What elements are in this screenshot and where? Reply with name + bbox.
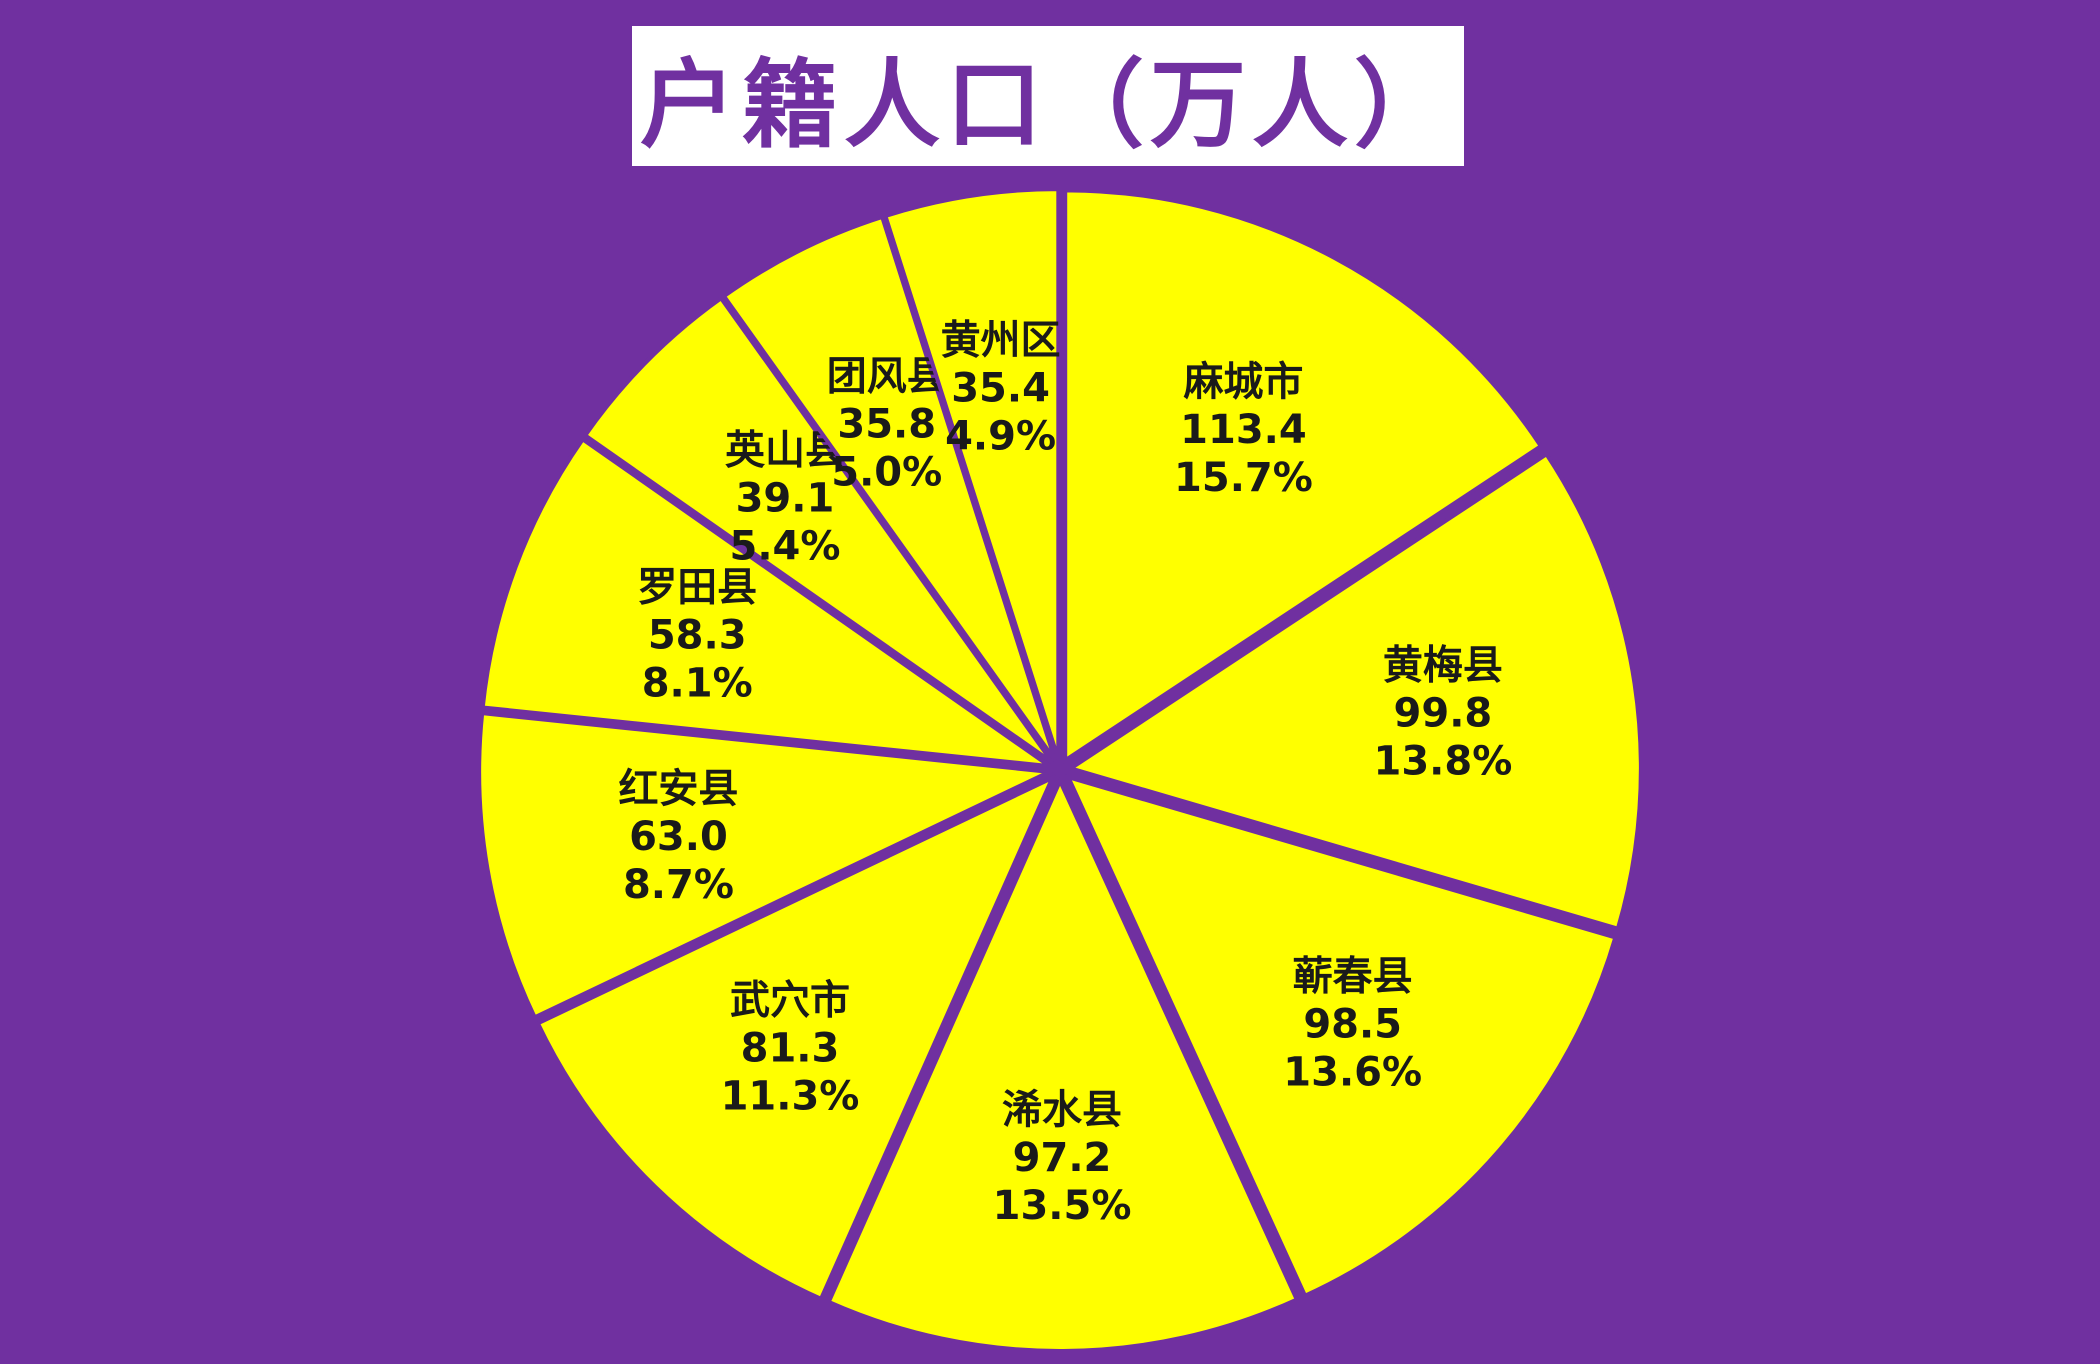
slice-value: 63.0: [629, 814, 728, 860]
slice-value: 97.2: [1013, 1135, 1112, 1181]
pie-slice-8: [582, 295, 1054, 764]
slice-label-5: 武穴市 81.3 11.3%: [721, 978, 860, 1120]
slice-percent: 5.0%: [831, 450, 942, 496]
pie-slice-7: [480, 436, 1058, 769]
slice-percent: 8.1%: [642, 661, 753, 707]
slice-label-6: 红安县 63.0 8.7%: [618, 766, 738, 908]
slice-value: 39.1: [736, 475, 835, 521]
slice-label-7: 罗田县 58.3 8.1%: [637, 565, 757, 707]
slice-label-8: 英山县 39.1 5.4%: [725, 427, 845, 569]
slice-value: 35.4: [951, 365, 1050, 411]
slice-percent: 11.3%: [721, 1074, 860, 1120]
slice-name: 罗田县: [637, 565, 757, 611]
slice-name: 麻城市: [1183, 359, 1303, 405]
slice-value: 99.8: [1394, 690, 1493, 736]
slice-name: 浠水县: [1002, 1087, 1122, 1133]
pie-slice-3: [1064, 774, 1618, 1299]
title-box: 户籍人口（万人）: [632, 26, 1464, 166]
slice-percent: 8.7%: [623, 862, 734, 908]
pie-slice-1: [1063, 188, 1544, 765]
slice-name: 黄梅县: [1383, 642, 1503, 688]
slice-label-3: 蕲春县 98.5 13.6%: [1283, 954, 1422, 1096]
pie-slice-4: [826, 776, 1300, 1353]
slice-percent: 4.9%: [945, 413, 1056, 459]
pie-slice-6: [477, 710, 1057, 1021]
slice-label-4: 浠水县 97.2 13.5%: [993, 1087, 1132, 1229]
slice-value: 35.8: [837, 402, 936, 448]
pie-slice-2: [1066, 451, 1643, 932]
slice-name: 黄州区: [941, 317, 1061, 363]
slice-percent: 13.5%: [993, 1183, 1132, 1229]
slice-value: 58.3: [648, 613, 747, 659]
slice-label-10: 黄州区 35.4 4.9%: [941, 317, 1061, 459]
slice-name: 红安县: [618, 766, 738, 812]
pie-slice-9: [721, 214, 1057, 762]
slice-percent: 13.6%: [1283, 1050, 1422, 1096]
slice-value: 113.4: [1180, 407, 1307, 453]
slice-name: 团风县: [827, 354, 947, 400]
slice-label-2: 黄梅县 99.8 13.8%: [1374, 642, 1513, 784]
slice-value: 81.3: [741, 1026, 840, 1072]
slice-value: 98.5: [1303, 1002, 1402, 1048]
slice-percent: 5.4%: [729, 523, 840, 569]
slice-label-1: 麻城市 113.4 15.7%: [1174, 359, 1313, 501]
slice-name: 蕲春县: [1293, 954, 1413, 1000]
pie-slice-10: [882, 187, 1061, 760]
slice-percent: 13.8%: [1374, 738, 1513, 784]
slice-percent: 15.7%: [1174, 455, 1313, 501]
slice-label-9: 团风县 35.8 5.0%: [827, 354, 947, 496]
chart-title: 户籍人口（万人）: [640, 48, 1456, 161]
slice-name: 武穴市: [730, 978, 850, 1024]
pie-slice-5: [535, 773, 1057, 1302]
